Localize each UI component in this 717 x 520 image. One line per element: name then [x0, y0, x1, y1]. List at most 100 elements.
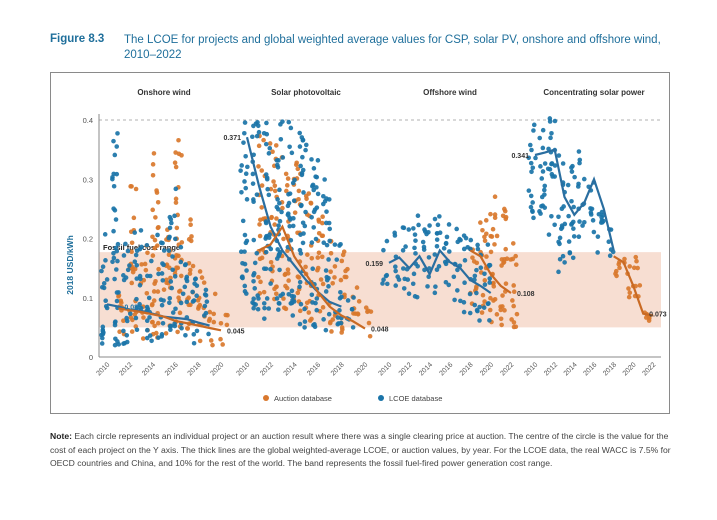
lcoe-point: [550, 174, 555, 179]
auction-point: [491, 284, 497, 289]
lcoe-point: [114, 171, 120, 177]
lcoe-point: [286, 191, 291, 197]
lcoe-point: [528, 160, 534, 166]
lcoe-point: [455, 267, 460, 273]
auction-point: [274, 284, 279, 289]
auction-point: [315, 255, 321, 260]
lcoe-point: [566, 239, 572, 244]
auction-point: [306, 310, 312, 315]
auction-point: [218, 336, 223, 342]
value-label: 0.045: [227, 328, 245, 335]
lcoe-point: [191, 340, 197, 346]
lcoe-point: [110, 259, 115, 265]
lcoe-point: [167, 324, 173, 329]
lcoe-point: [104, 277, 110, 282]
lcoe-average-line: [534, 148, 615, 251]
lcoe-point: [334, 257, 340, 262]
lcoe-point: [268, 281, 273, 286]
x-tick-label: 2016: [306, 361, 322, 377]
lcoe-point: [149, 258, 154, 264]
lcoe-point: [137, 301, 142, 307]
auction-point: [502, 208, 508, 214]
lcoe-point: [159, 332, 165, 337]
lcoe-point: [134, 276, 140, 281]
auction-point: [490, 226, 496, 232]
lcoe-point: [537, 209, 542, 214]
auction-point: [272, 183, 278, 189]
lcoe-chart: 2018 USD/kWh 00.10.20.30.4Fossil fuel co…: [65, 88, 667, 403]
auction-point: [283, 283, 288, 289]
auction-point: [295, 290, 301, 296]
lcoe-point: [577, 157, 583, 163]
lcoe-point: [264, 120, 269, 126]
lcoe-point: [335, 315, 341, 320]
auction-point: [492, 242, 497, 247]
legend-label: LCOE database: [389, 394, 442, 403]
lcoe-point: [326, 284, 331, 289]
lcoe-point: [465, 244, 470, 250]
auction-point: [487, 307, 493, 313]
lcoe-point: [147, 315, 152, 320]
lcoe-point: [472, 302, 478, 308]
auction-point: [177, 310, 183, 316]
lcoe-point: [527, 142, 533, 148]
lcoe-point: [557, 256, 563, 262]
lcoe-point: [392, 233, 398, 238]
lcoe-point: [403, 244, 408, 249]
lcoe-point: [309, 292, 315, 298]
auction-point: [510, 298, 515, 303]
lcoe-point: [167, 295, 173, 301]
auction-point: [510, 241, 516, 246]
lcoe-point: [263, 249, 269, 255]
lcoe-point: [255, 293, 260, 298]
lcoe-point: [111, 255, 117, 261]
lcoe-point: [297, 279, 303, 285]
lcoe-point: [169, 285, 175, 291]
auction-point: [223, 312, 229, 318]
lcoe-point: [540, 203, 546, 208]
lcoe-point: [567, 250, 573, 255]
lcoe-point: [443, 279, 449, 285]
lcoe-point: [173, 236, 178, 242]
lcoe-point: [179, 325, 184, 331]
lcoe-point: [256, 129, 262, 135]
auction-point: [129, 240, 135, 246]
lcoe-point: [254, 250, 260, 256]
lcoe-point: [434, 237, 440, 242]
auction-point: [272, 188, 278, 194]
lcoe-point: [280, 119, 285, 124]
lcoe-point: [113, 217, 119, 222]
y-axis-label: 2018 USD/kWh: [65, 235, 75, 295]
lcoe-point: [351, 295, 356, 300]
lcoe-point: [570, 255, 576, 261]
lcoe-point: [116, 342, 122, 347]
auction-point: [511, 283, 516, 288]
lcoe-point: [250, 134, 255, 140]
auction-point: [494, 312, 500, 317]
auction-point: [172, 160, 178, 166]
x-tick-label: 2018: [602, 361, 618, 377]
lcoe-point: [266, 235, 272, 240]
lcoe-point: [556, 269, 561, 275]
lcoe-point: [167, 300, 172, 306]
lcoe-point: [184, 278, 190, 284]
lcoe-point: [156, 271, 161, 277]
value-label: 0.159: [365, 261, 383, 268]
auction-point: [168, 275, 173, 281]
lcoe-point: [531, 128, 536, 133]
lcoe-point: [326, 311, 332, 317]
lcoe-point: [413, 251, 418, 256]
lcoe-point: [204, 299, 210, 304]
auction-point: [492, 296, 498, 302]
lcoe-point: [566, 213, 571, 219]
auction-point: [156, 266, 161, 272]
auction-point: [320, 305, 326, 310]
lcoe-point: [289, 150, 295, 156]
lcoe-point: [381, 277, 386, 283]
lcoe-point: [432, 290, 438, 296]
x-tick-label: 2016: [582, 361, 598, 377]
lcoe-point: [251, 197, 256, 202]
lcoe-point: [380, 281, 385, 286]
lcoe-point: [432, 216, 438, 222]
lcoe-point: [569, 198, 574, 204]
